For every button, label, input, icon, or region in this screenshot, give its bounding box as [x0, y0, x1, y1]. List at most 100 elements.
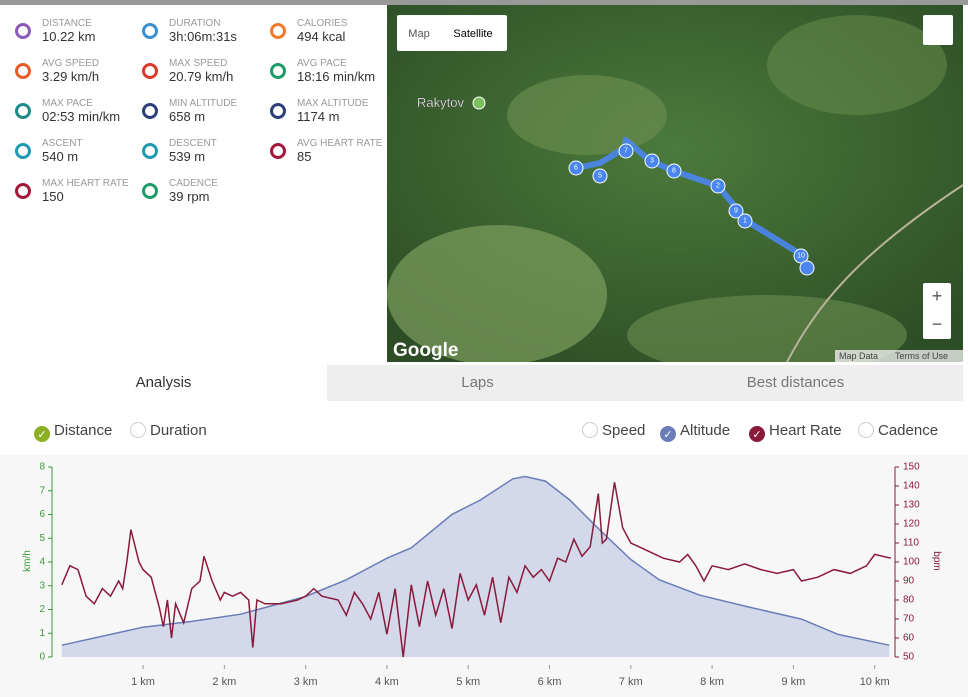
stat-value: 85 — [297, 149, 312, 164]
terms-link[interactable]: Terms of Use — [895, 351, 948, 361]
map-road — [786, 184, 963, 362]
stat-label: CADENCE — [169, 178, 218, 189]
route-marker[interactable] — [618, 143, 634, 159]
toggle-label: Cadence — [878, 422, 939, 439]
y2-axis-label: bpm — [931, 551, 942, 570]
satellite-button[interactable]: Satellite — [453, 28, 492, 40]
y2-tick-label: 110 — [903, 538, 919, 549]
tab[interactable]: Analysis — [0, 365, 327, 401]
zoom-control — [923, 283, 951, 339]
toggle[interactable]: Duration — [130, 421, 207, 441]
checkbox — [130, 422, 146, 438]
marker-label: 6 — [574, 165, 578, 172]
stat-label: MAX ALTITUDE — [297, 98, 369, 109]
stat-icon — [142, 103, 158, 119]
map-field — [507, 75, 667, 155]
map-field — [627, 295, 907, 362]
y2-tick-label: 70 — [903, 614, 915, 625]
x-tick-label: 1 km — [131, 676, 155, 688]
stat-label: DISTANCE — [42, 18, 92, 29]
place-icon — [472, 96, 486, 110]
toggle-label: Altitude — [680, 422, 731, 439]
toggle[interactable]: Speed — [582, 421, 645, 441]
toggle-label: Duration — [150, 422, 207, 439]
stat-icon — [142, 63, 158, 79]
route-marker[interactable] — [737, 213, 753, 229]
y2-tick-label: 130 — [903, 500, 920, 511]
stat-label: AVG PACE — [297, 58, 347, 69]
marker-label: 10 — [797, 253, 805, 260]
x-tick-label: 8 km — [700, 676, 724, 688]
stat-label: AVG SPEED — [42, 58, 100, 69]
toggle[interactable]: ✓ Heart Rate — [749, 421, 842, 442]
toggle[interactable]: Cadence — [858, 421, 938, 441]
stat-value: 20.79 km/h — [169, 69, 234, 84]
stat-icon — [15, 143, 31, 159]
zoom-in[interactable]: + — [932, 286, 943, 306]
tab[interactable]: Laps — [327, 365, 628, 401]
map-footer — [835, 350, 963, 362]
fullscreen-button[interactable] — [923, 15, 953, 45]
y-tick-label: 6 — [39, 509, 45, 520]
map-data-link[interactable]: Map Data — [839, 351, 878, 361]
marker-label: 1 — [743, 218, 747, 225]
marker-label: 3 — [650, 158, 654, 165]
route-marker[interactable] — [799, 260, 815, 276]
route-marker[interactable] — [592, 168, 608, 184]
x-tick-label: 10 km — [860, 676, 890, 688]
stat-label: MAX HEART RATE — [42, 178, 129, 189]
y-tick-label: 0 — [39, 652, 45, 663]
stat-label: MIN ALTITUDE — [169, 98, 238, 109]
stat-value: 150 — [42, 189, 64, 204]
y-tick-label: 3 — [39, 580, 45, 591]
toggle[interactable]: ✓ Distance — [34, 421, 113, 442]
stat-label: MAX SPEED — [169, 58, 228, 69]
heart-rate-line — [61, 482, 892, 658]
stat-value: 540 m — [42, 149, 79, 164]
stat-icon — [142, 23, 158, 39]
y2-tick-label: 50 — [903, 652, 915, 663]
stat-value: 10.22 km — [42, 29, 96, 44]
y2-tick-label: 120 — [903, 519, 920, 530]
route-marker[interactable] — [793, 248, 809, 264]
stat-icon — [270, 143, 286, 159]
stat-value: 02:53 min/km — [42, 109, 121, 124]
toggle-label: Distance — [54, 422, 113, 439]
stat-label: AVG HEART RATE — [297, 138, 383, 149]
y2-tick-label: 60 — [903, 633, 915, 644]
x-tick-label: 9 km — [781, 676, 805, 688]
altitude-area — [61, 476, 890, 657]
stats-panel: DISTANCE 10.22 km DURATION 3h:06m:31s CALORI… — [0, 5, 387, 362]
route-marker[interactable] — [666, 163, 682, 179]
route-marker[interactable] — [710, 178, 726, 194]
map-button[interactable]: Map — [408, 28, 429, 40]
x-tick-label: 6 km — [538, 676, 562, 688]
x-tick-label: 3 km — [294, 676, 318, 688]
y-tick-label: 5 — [39, 533, 45, 544]
header-strip — [0, 0, 968, 5]
tab[interactable]: Best distances — [628, 365, 963, 401]
route-marker[interactable] — [568, 160, 584, 176]
stat-icon — [15, 103, 31, 119]
stat-icon — [15, 183, 31, 199]
y-tick-label: 7 — [39, 485, 45, 496]
stat-label: MAX PACE — [42, 98, 93, 109]
stat-icon — [270, 63, 286, 79]
y-tick-label: 1 — [39, 628, 45, 639]
toggle-label: Heart Rate — [769, 422, 842, 439]
stat-value: 39 rpm — [169, 189, 210, 204]
stat-label: CALORIES — [297, 18, 348, 29]
y2-tick-label: 150 — [903, 462, 920, 473]
x-tick-label: 5 km — [456, 676, 480, 688]
chart: km/h bpm 0 1 2 3 4 5 6 7 8 50 60 70 80 90 100 110 120 130… — [0, 455, 968, 697]
y-tick-label: 4 — [39, 557, 45, 568]
zoom-out[interactable]: − — [932, 314, 943, 334]
x-tick-label: 7 km — [619, 676, 643, 688]
x-tick-label: 2 km — [212, 676, 236, 688]
toggle[interactable]: ✓ Altitude — [660, 421, 731, 442]
x-tick-label: 4 km — [375, 676, 399, 688]
map-type-control — [397, 15, 507, 51]
route-marker[interactable] — [644, 153, 660, 169]
route-marker[interactable] — [728, 203, 744, 219]
stat-icon — [15, 23, 31, 39]
